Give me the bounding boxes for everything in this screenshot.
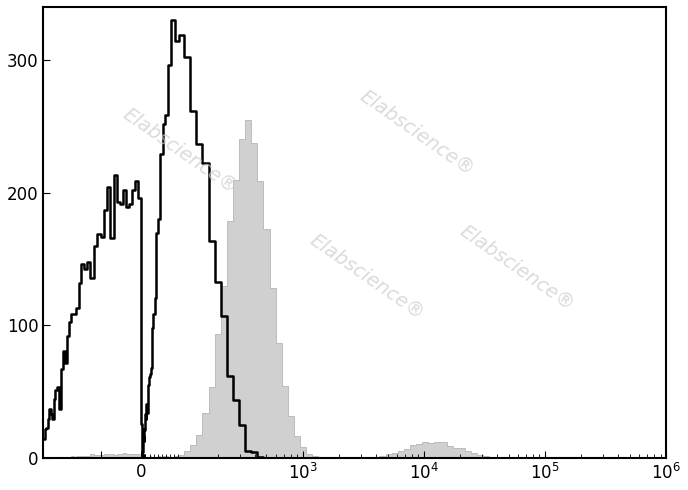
- Text: Elabscience®: Elabscience®: [356, 87, 477, 180]
- Text: Elabscience®: Elabscience®: [120, 105, 241, 198]
- Text: Elabscience®: Elabscience®: [306, 231, 428, 324]
- Text: Elabscience®: Elabscience®: [456, 222, 577, 315]
